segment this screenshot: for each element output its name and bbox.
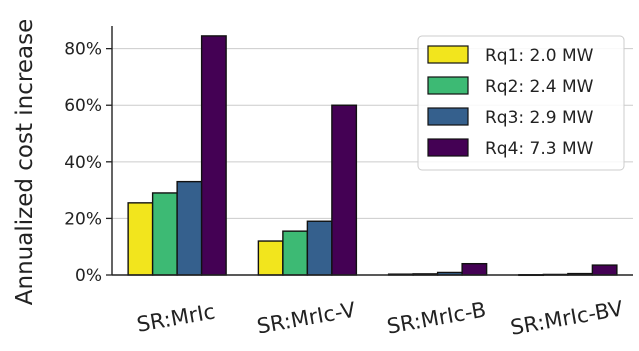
y-tick-label: 60% (64, 96, 102, 116)
legend-swatch (427, 76, 469, 95)
bar (331, 104, 358, 276)
bar (200, 35, 227, 276)
x-tick-label: SR:MrIc-BV (509, 296, 626, 340)
bar (282, 230, 309, 276)
bar (127, 202, 154, 276)
legend-label: Rq4: 7.3 MW (485, 139, 594, 159)
legend-swatch (427, 45, 469, 64)
legend-swatch (427, 107, 469, 126)
y-axis-label: Annualized cost increase (12, 19, 38, 305)
legend-swatch (427, 138, 469, 157)
x-tick-label: SR:MrIc (135, 299, 217, 336)
legend-label: Rq2: 2.4 MW (485, 77, 594, 97)
legend: Rq1: 2.0 MW Rq2: 2.4 MW Rq3: 2.9 MW Rq4: 7.… (417, 35, 625, 171)
y-tick-label: 40% (64, 153, 102, 173)
axes (111, 26, 633, 276)
y-tick-label: 0% (75, 266, 102, 286)
x-tick-label: SR:MrIc-B (385, 298, 488, 339)
x-tick-label: SR:MrIc-V (255, 298, 358, 339)
bar (257, 240, 284, 276)
bar (176, 180, 203, 276)
bar (461, 262, 488, 276)
legend-label: Rq3: 2.9 MW (485, 108, 594, 128)
legend-label: Rq1: 2.0 MW (485, 46, 594, 66)
bar (591, 264, 618, 276)
y-tick-label: 20% (64, 209, 102, 229)
legend-box (417, 35, 625, 171)
bar (306, 220, 333, 276)
bar (151, 192, 178, 276)
y-tick-label: 80% (64, 40, 102, 60)
